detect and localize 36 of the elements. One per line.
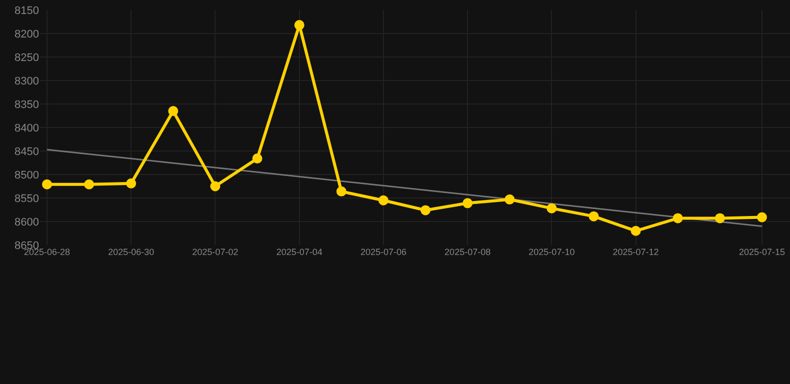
point	[546, 203, 557, 214]
point	[84, 179, 94, 190]
point	[504, 194, 515, 204]
x-tick-label: 2025-07-10	[528, 247, 575, 257]
x-tick-label: 2025-07-02	[192, 247, 238, 257]
y-tick-label: 8450	[14, 146, 39, 158]
x-tick-label: 2025-07-04	[276, 247, 322, 257]
point	[756, 212, 767, 222]
point	[462, 198, 473, 208]
point	[714, 213, 725, 224]
point	[378, 195, 388, 206]
x-tick-label: 2025-07-08	[444, 247, 491, 257]
point	[252, 154, 262, 164]
point	[294, 20, 304, 30]
x-tick-label: 2025-07-15	[738, 247, 785, 257]
y-tick-label: 8550	[14, 192, 39, 205]
x-tick-label: 2025-07-12	[612, 247, 659, 257]
x-tick-label: 2025-07-06	[360, 247, 406, 257]
y-tick-label: 8300	[14, 75, 39, 88]
point	[42, 179, 52, 190]
y-tick-label: 8150	[14, 4, 39, 17]
y-tick-label: 8400	[14, 122, 39, 134]
y-tick-label: 8600	[14, 216, 39, 228]
point	[126, 178, 136, 188]
point	[210, 181, 220, 192]
y-tick-label: 8500	[14, 169, 39, 182]
point	[630, 226, 641, 236]
point	[336, 186, 346, 196]
x-tick-label: 2025-06-30	[108, 247, 154, 257]
point	[672, 213, 683, 224]
point	[588, 211, 599, 222]
y-tick-label: 8350	[14, 98, 39, 111]
y-tick-label: 8250	[14, 52, 39, 64]
point	[168, 106, 178, 116]
point	[420, 205, 431, 216]
y-tick-label: 8200	[14, 28, 39, 40]
